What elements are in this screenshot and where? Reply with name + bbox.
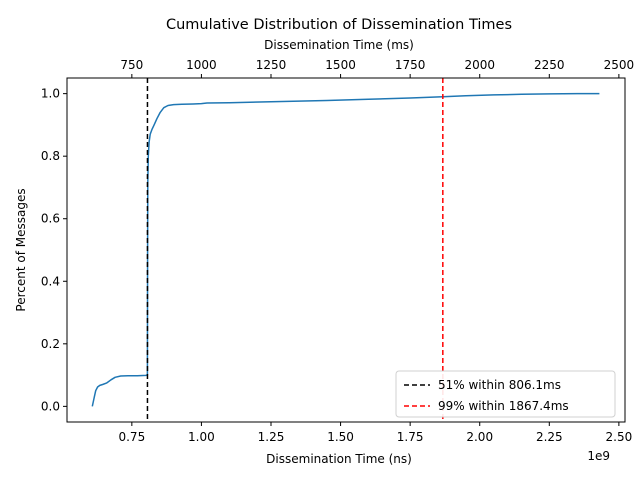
x-axis-label: Dissemination Time (ns) [266, 452, 412, 466]
plot-layer [91, 78, 600, 422]
secondary-x-tick-label: 2000 [464, 58, 495, 72]
secondary-x-tick-label: 1250 [256, 58, 287, 72]
secondary-x-axis-label: Dissemination Time (ms) [264, 38, 414, 52]
y-tick-label: 0.0 [41, 399, 60, 413]
legend-entry: 99% within 1867.4ms [438, 399, 569, 413]
y-tick-label: 0.6 [41, 212, 60, 226]
y-tick-label: 0.2 [41, 337, 60, 351]
y-tick-label: 0.4 [41, 274, 60, 288]
ticks-layer: 0.75 1.00 1.25 1.50 1.75 2.00 2.25 2.50 0.0 0.2 0.… [41, 58, 634, 444]
legend-entry: 51% within 806.1ms [438, 378, 561, 392]
x-tick-label: 1.75 [397, 430, 424, 444]
x-tick-label: 1.25 [258, 430, 285, 444]
x-axis-offset-label: 1e9 [587, 449, 610, 463]
y-axis-label: Percent of Messages [14, 188, 28, 311]
secondary-x-tick-label: 1750 [395, 58, 426, 72]
legend-box [395, 370, 616, 418]
x-tick-label: 1.00 [188, 430, 215, 444]
y-tick-label: 0.8 [41, 149, 60, 163]
secondary-x-tick-label: 750 [120, 58, 143, 72]
plot-frame [66, 77, 626, 423]
secondary-x-tick-label: 1000 [186, 58, 217, 72]
secondary-x-tick-label: 2250 [534, 58, 565, 72]
x-tick-label: 2.00 [466, 430, 493, 444]
cdf-series-line [91, 92, 600, 407]
chart-title: Cumulative Distribution of Dissemination… [166, 17, 512, 33]
x-tick-label: 1.50 [327, 430, 354, 444]
x-tick-label: 2.50 [606, 430, 633, 444]
y-tick-label: 1.0 [41, 87, 60, 101]
x-tick-label: 2.25 [536, 430, 563, 444]
secondary-x-tick-label: 1500 [325, 58, 356, 72]
legend: 51% within 806.1ms 99% within 1867.4ms [395, 370, 616, 418]
secondary-x-tick-label: 2500 [604, 58, 635, 72]
x-tick-label: 0.75 [118, 430, 145, 444]
